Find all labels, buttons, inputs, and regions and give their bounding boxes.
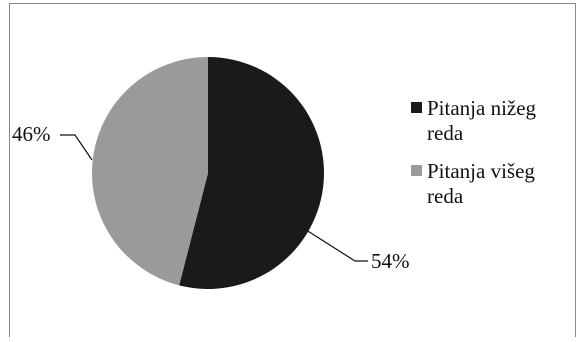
pie-slices	[91, 57, 324, 289]
pie-slice-0	[179, 57, 324, 289]
data-label-slice-1: 46%	[12, 122, 51, 146]
chart-border	[9, 3, 576, 337]
legend-label-1-line-1: Pitanja višeg	[427, 159, 535, 183]
legend-label-1-line-2: reda	[427, 184, 464, 208]
data-label-slice-0: 54%	[371, 249, 410, 273]
legend-label-0-line-1: Pitanja nižeg	[427, 96, 537, 120]
pie-slice-1	[91, 57, 208, 286]
legend-swatch-1	[411, 165, 422, 176]
legend: Pitanja nižeg reda Pitanja višeg reda	[411, 96, 537, 208]
leader-line-slice-1	[60, 134, 93, 161]
leader-line-slice-0	[302, 227, 368, 262]
legend-label-0-line-2: reda	[427, 121, 464, 145]
legend-swatch-0	[411, 102, 422, 113]
